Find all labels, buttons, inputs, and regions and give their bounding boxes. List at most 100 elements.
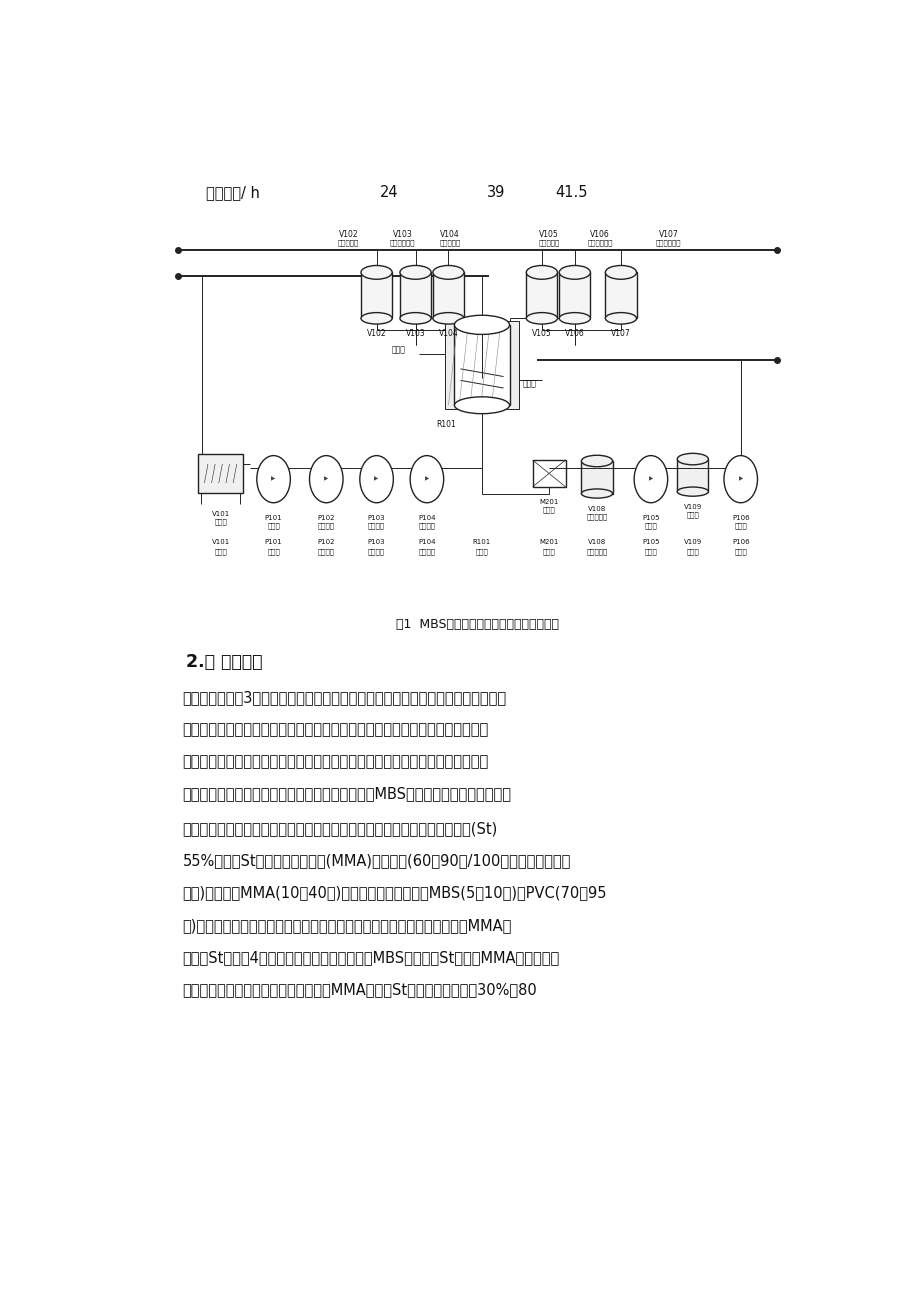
Text: 聚合时间/ h: 聚合时间/ h (206, 185, 259, 201)
Text: P105: P105 (641, 539, 659, 546)
Text: ▶: ▶ (323, 477, 328, 482)
Text: 调节阀泵: 调节阀泵 (368, 522, 385, 529)
Ellipse shape (360, 266, 391, 279)
Text: V102: V102 (338, 230, 357, 240)
Text: 接枝聚合［3］的工艺过程为：在聚合釜内按配方加入预先制备好的丁苯胶乳、: 接枝聚合［3］的工艺过程为：在聚合釜内按配方加入预先制备好的丁苯胶乳、 (183, 690, 506, 706)
Text: P102: P102 (317, 539, 335, 546)
Bar (433, 272, 463, 318)
Bar (676, 460, 708, 492)
Text: 41.5: 41.5 (554, 185, 587, 201)
Text: 39: 39 (487, 185, 505, 201)
Text: V103: V103 (405, 329, 425, 339)
Text: V102: V102 (367, 329, 386, 339)
Text: ▶: ▶ (271, 477, 276, 482)
Ellipse shape (581, 456, 612, 466)
Text: P104: P104 (418, 539, 436, 546)
Text: 调节阀泵: 调节阀泵 (368, 548, 385, 555)
Text: ▶: ▶ (648, 477, 652, 482)
Text: 接枝单体、水、引发剂、乳化剂及其它助剂，在一定温度下进行接枝聚合反应。: 接枝单体、水、引发剂、乳化剂及其它助剂，在一定温度下进行接枝聚合反应。 (183, 723, 489, 737)
Bar (526, 272, 557, 318)
Ellipse shape (559, 312, 590, 324)
Text: P101: P101 (265, 539, 282, 546)
Text: ▶: ▶ (738, 477, 742, 482)
Text: R101: R101 (472, 539, 491, 546)
Text: 大多数的公司采用两步接枝法。吴羽公司的专利报道中，先用含苯乙烯(St): 大多数的公司采用两步接枝法。吴羽公司的专利报道中，先用含苯乙烯(St) (183, 822, 497, 836)
Text: 热水罐: 热水罐 (214, 548, 227, 555)
Text: 热水泵: 热水泵 (267, 548, 279, 555)
Text: V104: V104 (438, 329, 458, 339)
Text: 胶乳的稳定性也好。按这种顺序接枝，MMA在其与St混合物总量中应占30%～80: 胶乳的稳定性也好。按这种顺序接枝，MMA在其与St混合物总量中应占30%～80 (183, 982, 537, 997)
Text: V101: V101 (211, 539, 230, 546)
Ellipse shape (676, 453, 708, 465)
Text: 胶乳中间罐: 胶乳中间罐 (585, 548, 607, 555)
Ellipse shape (676, 487, 708, 496)
Text: 然而，当接枝组分一次性加入反应体系中时，所得MBS树脂的抗冲击效果不明显。: 然而，当接枝组分一次性加入反应体系中时，所得MBS树脂的抗冲击效果不明显。 (183, 786, 511, 801)
Text: P103: P103 (368, 539, 385, 546)
Ellipse shape (359, 456, 393, 503)
Text: 脂相配置罐: 脂相配置罐 (337, 240, 358, 246)
Text: V106: V106 (589, 230, 609, 240)
Text: 胶乳池: 胶乳池 (686, 548, 698, 555)
Text: 过滤器: 过滤器 (542, 506, 555, 513)
Text: 胶乳中间罐: 胶乳中间罐 (585, 513, 607, 519)
Ellipse shape (605, 266, 636, 279)
Ellipse shape (526, 312, 557, 324)
Text: M201: M201 (539, 499, 558, 505)
Text: M201: M201 (539, 539, 558, 546)
Text: V108: V108 (587, 539, 606, 546)
Text: P104: P104 (418, 516, 436, 521)
Text: 出料泵: 出料泵 (644, 522, 656, 529)
Ellipse shape (400, 312, 431, 324)
Ellipse shape (581, 490, 612, 499)
Text: ▶: ▶ (425, 477, 428, 482)
Text: 24: 24 (380, 185, 398, 201)
Text: 然后用St接枝［4］。该公司认为，这样制得的MBS要比先加St、后加MMA的要好，对: 然后用St接枝［4］。该公司认为，这样制得的MBS要比先加St、后加MMA的要好… (183, 949, 560, 965)
Bar (559, 272, 590, 318)
Text: 乳化泵泵: 乳化泵泵 (418, 522, 435, 529)
Text: V109: V109 (683, 539, 701, 546)
Bar (454, 324, 509, 405)
Text: P101: P101 (265, 516, 282, 521)
Text: 55%以上的St和甲基丙烯酸甲酯(MMA)的混合物(60～90份/100份胶乳，质量份，: 55%以上的St和甲基丙烯酸甲酯(MMA)的混合物(60～90份/100份胶乳，… (183, 854, 571, 868)
Text: 过滤器: 过滤器 (542, 548, 555, 555)
Ellipse shape (433, 312, 463, 324)
Bar (360, 272, 391, 318)
Ellipse shape (433, 266, 463, 279)
Ellipse shape (454, 315, 509, 335)
Text: P103: P103 (368, 516, 385, 521)
Text: V107: V107 (658, 230, 678, 240)
Text: V101: V101 (211, 510, 230, 517)
Text: V107: V107 (610, 329, 630, 339)
Text: ▶: ▶ (374, 477, 379, 482)
Text: 丁二烯计量罐: 丁二烯计量罐 (655, 240, 681, 246)
Text: 常见的接枝过程有一步、两步、三步等不同工艺，也可以采用连续添加的方式。: 常见的接枝过程有一步、两步、三步等不同工艺，也可以采用连续添加的方式。 (183, 754, 489, 769)
Text: V108: V108 (587, 506, 606, 512)
Text: V104: V104 (440, 230, 460, 240)
Text: 乳化泵泵: 乳化泵泵 (418, 548, 435, 555)
Text: 出料泵: 出料泵 (644, 548, 656, 555)
Ellipse shape (526, 266, 557, 279)
Text: 变频调泵: 变频调泵 (317, 548, 335, 555)
Ellipse shape (410, 456, 443, 503)
Text: P105: P105 (641, 516, 659, 521)
Text: 变频调泵: 变频调泵 (317, 522, 335, 529)
Ellipse shape (400, 266, 431, 279)
Text: 熱水罐: 熱水罐 (214, 518, 227, 525)
Text: 水蒸气: 水蒸气 (391, 345, 404, 354)
Text: 聚合釜: 聚合釜 (475, 548, 488, 555)
Text: 图1  MBS树脂专用丁苯胶乳工艺流程示意图: 图1 MBS树脂专用丁苯胶乳工艺流程示意图 (395, 618, 558, 631)
Bar (532, 460, 565, 487)
Text: V105: V105 (539, 230, 559, 240)
Bar (605, 272, 636, 318)
Text: 冷凝水: 冷凝水 (522, 380, 537, 389)
Text: 2.　 接枝聚合: 2. 接枝聚合 (186, 652, 263, 671)
Bar (581, 461, 612, 493)
Ellipse shape (633, 456, 667, 503)
Ellipse shape (309, 456, 343, 503)
Text: V105: V105 (531, 329, 551, 339)
Text: 胶乳池: 胶乳池 (686, 512, 698, 518)
Ellipse shape (454, 397, 509, 414)
Ellipse shape (256, 456, 290, 503)
Text: 助剂配置罐: 助剂配置罐 (439, 240, 460, 246)
Text: 份)的复合物坡韧、透明、耐折叠白化。但日本钟渊公司的专利技术是先用MMA，: 份)的复合物坡韧、透明、耐折叠白化。但日本钟渊公司的专利技术是先用MMA， (183, 918, 512, 932)
